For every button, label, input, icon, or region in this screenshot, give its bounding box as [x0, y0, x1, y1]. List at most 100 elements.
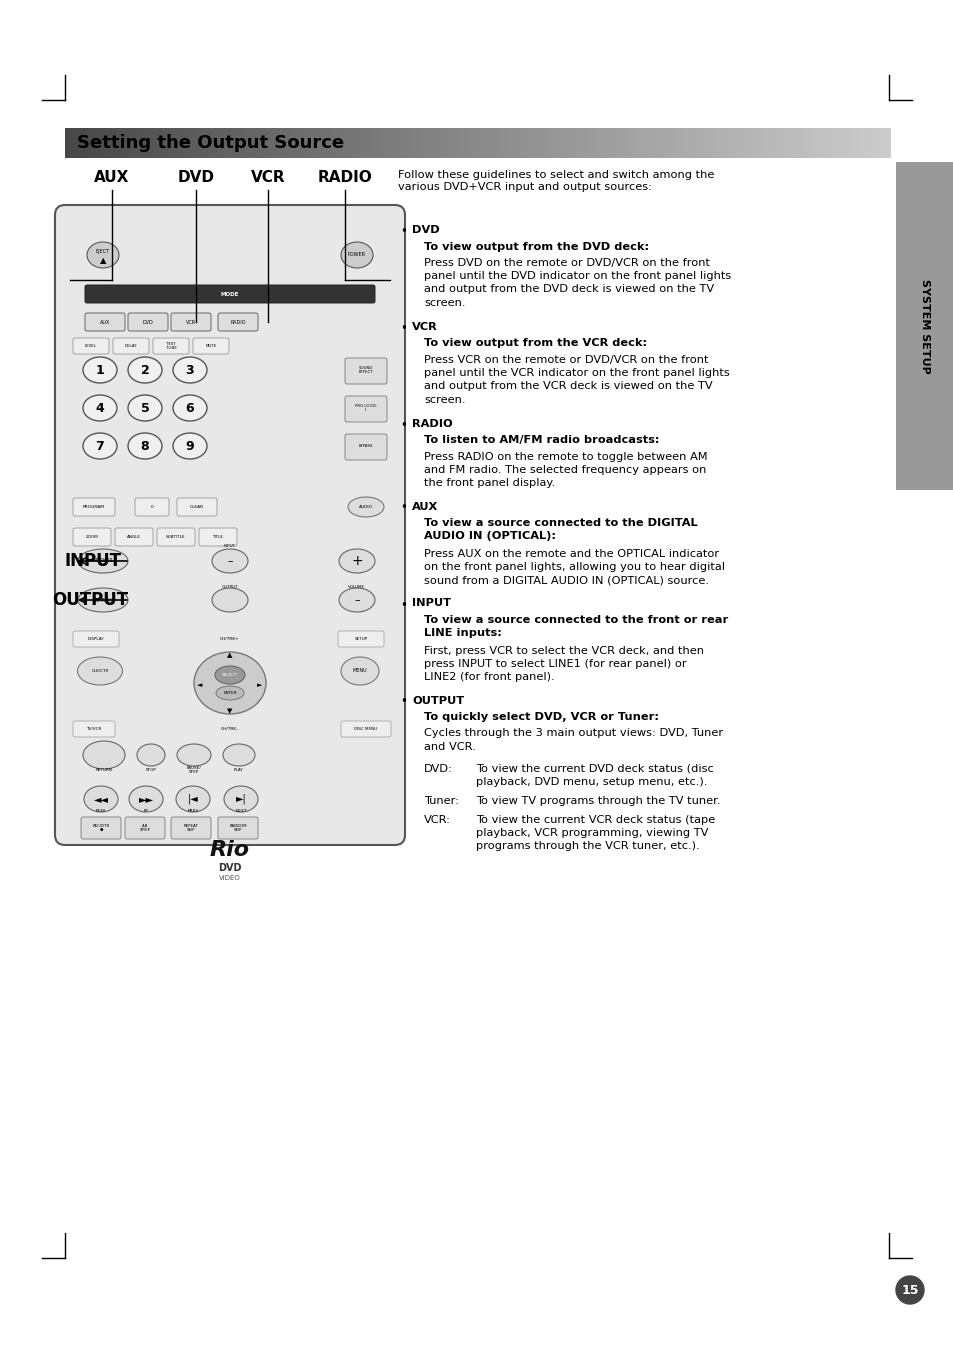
- Bar: [450, 128, 454, 158]
- Text: 8: 8: [140, 439, 150, 453]
- Bar: [199, 128, 203, 158]
- Bar: [145, 128, 149, 158]
- Bar: [603, 128, 607, 158]
- Bar: [400, 128, 404, 158]
- Bar: [139, 128, 143, 158]
- Bar: [656, 128, 659, 158]
- Ellipse shape: [172, 394, 207, 422]
- Bar: [485, 128, 489, 158]
- Text: ◄: ◄: [197, 682, 202, 688]
- Text: TEST
TONE: TEST TONE: [166, 342, 176, 350]
- Bar: [463, 128, 467, 158]
- Bar: [573, 128, 577, 158]
- Bar: [521, 128, 525, 158]
- FancyBboxPatch shape: [193, 338, 229, 354]
- Bar: [252, 128, 255, 158]
- Bar: [504, 128, 508, 158]
- Bar: [172, 128, 175, 158]
- Bar: [828, 128, 832, 158]
- Bar: [359, 128, 363, 158]
- Bar: [664, 128, 667, 158]
- Bar: [554, 128, 558, 158]
- FancyBboxPatch shape: [199, 528, 236, 546]
- Text: To listen to AM/FM radio broadcasts:: To listen to AM/FM radio broadcasts:: [423, 435, 659, 446]
- Bar: [71, 128, 74, 158]
- Bar: [444, 128, 448, 158]
- Ellipse shape: [78, 549, 128, 573]
- Bar: [288, 128, 292, 158]
- Text: VCR: VCR: [186, 319, 196, 324]
- Bar: [279, 128, 283, 158]
- Ellipse shape: [83, 357, 117, 382]
- Bar: [310, 128, 314, 158]
- Bar: [595, 128, 598, 158]
- Text: To view the current DVD deck status (disc
playback, DVD menu, setup menu, etc.).: To view the current DVD deck status (dis…: [476, 763, 713, 786]
- Ellipse shape: [128, 434, 162, 459]
- Circle shape: [895, 1275, 923, 1304]
- Text: SUBTITLE: SUBTITLE: [166, 535, 186, 539]
- Bar: [659, 128, 662, 158]
- Ellipse shape: [212, 549, 248, 573]
- Text: –: –: [354, 594, 359, 605]
- FancyBboxPatch shape: [345, 434, 387, 459]
- Bar: [152, 128, 156, 158]
- Bar: [117, 128, 121, 158]
- Bar: [683, 128, 687, 158]
- Bar: [738, 128, 741, 158]
- Bar: [543, 128, 547, 158]
- Bar: [408, 128, 412, 158]
- Ellipse shape: [83, 740, 125, 769]
- Bar: [851, 128, 854, 158]
- Text: +: +: [351, 554, 362, 567]
- Bar: [513, 128, 517, 158]
- Bar: [428, 128, 432, 158]
- Text: •: •: [399, 696, 406, 708]
- Text: INPUT: INPUT: [65, 553, 122, 570]
- Bar: [196, 128, 200, 158]
- Bar: [92, 128, 96, 158]
- Text: TITLE: TITLE: [213, 535, 223, 539]
- Bar: [95, 128, 99, 158]
- Bar: [457, 128, 461, 158]
- FancyBboxPatch shape: [73, 338, 109, 354]
- Bar: [842, 128, 846, 158]
- Text: OUTPUT: OUTPUT: [52, 590, 128, 609]
- Bar: [762, 128, 766, 158]
- Bar: [339, 128, 343, 158]
- Bar: [837, 128, 841, 158]
- Ellipse shape: [224, 786, 257, 812]
- FancyBboxPatch shape: [218, 313, 257, 331]
- Bar: [317, 128, 321, 158]
- Bar: [136, 128, 140, 158]
- Bar: [68, 128, 71, 158]
- Bar: [883, 128, 887, 158]
- Bar: [516, 128, 519, 158]
- Bar: [323, 128, 327, 158]
- Text: AUX: AUX: [94, 170, 130, 185]
- Bar: [812, 128, 816, 158]
- Bar: [524, 128, 527, 158]
- Bar: [678, 128, 681, 158]
- Bar: [381, 128, 385, 158]
- Bar: [416, 128, 420, 158]
- Text: NEXT: NEXT: [235, 809, 247, 813]
- Ellipse shape: [137, 744, 165, 766]
- Bar: [128, 128, 132, 158]
- Bar: [114, 128, 118, 158]
- Bar: [551, 128, 555, 158]
- Text: •: •: [399, 226, 406, 238]
- Bar: [840, 128, 843, 158]
- FancyBboxPatch shape: [73, 631, 119, 647]
- Bar: [826, 128, 830, 158]
- Text: Press RADIO on the remote to toggle between AM
and FM radio. The selected freque: Press RADIO on the remote to toggle betw…: [423, 453, 707, 489]
- Bar: [571, 128, 574, 158]
- Bar: [455, 128, 458, 158]
- Text: ◄◄: ◄◄: [93, 794, 109, 804]
- Text: RADIO: RADIO: [412, 419, 453, 430]
- Ellipse shape: [338, 549, 375, 573]
- Bar: [801, 128, 805, 158]
- Bar: [694, 128, 698, 158]
- Bar: [112, 128, 115, 158]
- Bar: [335, 128, 338, 158]
- Bar: [98, 128, 102, 158]
